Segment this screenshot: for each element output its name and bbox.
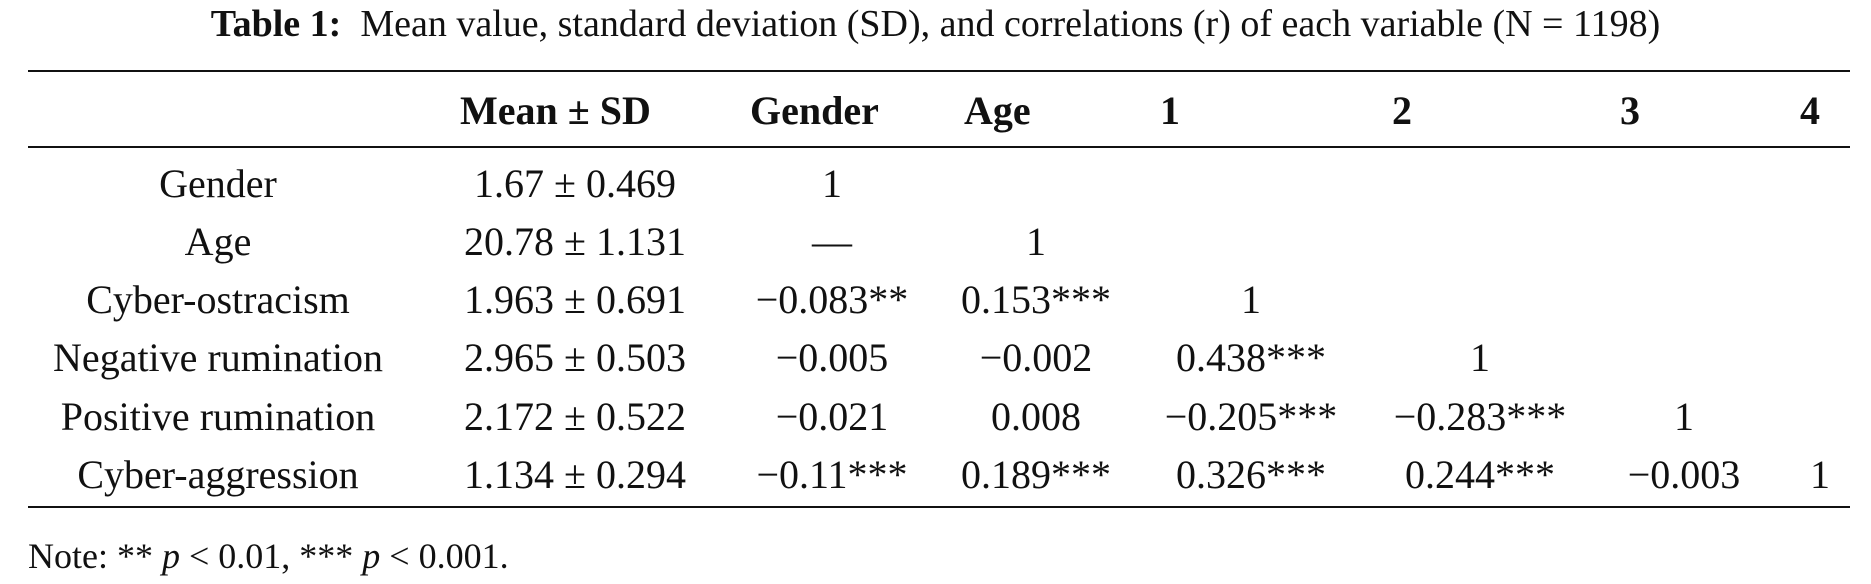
table-row-negative-rumination: Negative rumination 2.965 ± 0.503 −0.005…	[0, 329, 1871, 387]
note-threshold-2: < 0.001.	[380, 536, 509, 576]
header-cell-4: 4	[1800, 88, 1820, 133]
header-cell-mean-sd: Mean ± SD	[460, 88, 651, 133]
table-row-gender: Gender 1.67 ± 0.469 1	[0, 155, 1871, 213]
row-r-3: −0.003	[1627, 452, 1741, 497]
table-caption: Table 1: Mean value, standard deviation …	[0, 2, 1871, 46]
row-r-2: 1	[1470, 335, 1490, 380]
header-cell-1: 1	[1160, 88, 1180, 133]
table-header-rule	[28, 146, 1850, 148]
row-r-1: 1	[1241, 277, 1261, 322]
header-cell-3: 3	[1620, 88, 1640, 133]
row-mean-sd: 2.172 ± 0.522	[464, 394, 686, 439]
row-label: Positive rumination	[60, 394, 376, 439]
row-age-r: −0.002	[979, 335, 1093, 380]
table-note: Note: ** p < 0.01, *** p < 0.001.	[28, 534, 509, 578]
table-row-positive-rumination: Positive rumination 2.172 ± 0.522 −0.021…	[0, 388, 1871, 446]
table-top-rule	[28, 70, 1850, 72]
header-cell-2: 2	[1392, 88, 1412, 133]
table-row-age: Age 20.78 ± 1.131 — 1	[0, 213, 1871, 271]
row-mean-sd: 20.78 ± 1.131	[464, 219, 686, 264]
row-age-r: 0.189***	[961, 452, 1111, 497]
row-r-4: 1	[1810, 452, 1830, 497]
row-gender-r: −0.083**	[755, 277, 909, 322]
row-gender-r: −0.005	[775, 335, 889, 380]
row-gender-r: —	[812, 219, 852, 264]
row-r-3: 1	[1674, 394, 1694, 439]
row-label: Cyber-aggression	[77, 452, 359, 497]
table-bottom-rule	[28, 506, 1850, 508]
table-header-row: Mean ± SD Gender Age 1 2 3 4	[0, 82, 1871, 140]
row-mean-sd: 2.965 ± 0.503	[464, 335, 686, 380]
row-age-r: 0.153***	[961, 277, 1111, 322]
note-p-2: p	[362, 536, 381, 576]
row-label: Negative rumination	[53, 335, 383, 380]
row-r-2: 0.244***	[1405, 452, 1555, 497]
note-mark-1: **	[116, 536, 153, 576]
row-r-1: 0.438***	[1176, 335, 1326, 380]
table-row-cyber-aggression: Cyber-aggression 1.134 ± 0.294 −0.11*** …	[0, 446, 1871, 504]
note-mark-2: ***	[299, 536, 354, 576]
row-mean-sd: 1.963 ± 0.691	[464, 277, 686, 322]
row-r-2: −0.283***	[1393, 394, 1567, 439]
row-label: Cyber-ostracism	[86, 277, 350, 322]
row-gender-r: 1	[822, 161, 842, 206]
row-gender-r: −0.11***	[756, 452, 908, 497]
row-mean-sd: 1.67 ± 0.469	[474, 161, 676, 206]
row-age-r: 1	[1026, 219, 1046, 264]
header-cell-age: Age	[964, 88, 1031, 133]
note-p-1: p	[161, 536, 180, 576]
row-r-1: 0.326***	[1176, 452, 1326, 497]
row-label: Age	[184, 219, 252, 264]
note-prefix: Note:	[28, 536, 117, 576]
row-mean-sd: 1.134 ± 0.294	[464, 452, 686, 497]
row-gender-r: −0.021	[775, 394, 889, 439]
row-age-r: 0.008	[991, 394, 1081, 439]
note-threshold-1: < 0.01,	[179, 536, 300, 576]
caption-text: Mean value, standard deviation (SD), and…	[360, 3, 1661, 45]
row-r-1: −0.205***	[1164, 394, 1338, 439]
caption-label: Table 1:	[210, 3, 342, 45]
table-row-cyber-ostracism: Cyber-ostracism 1.963 ± 0.691 −0.083** 0…	[0, 271, 1871, 329]
row-label: Gender	[159, 161, 277, 206]
header-cell-gender: Gender	[750, 88, 879, 133]
